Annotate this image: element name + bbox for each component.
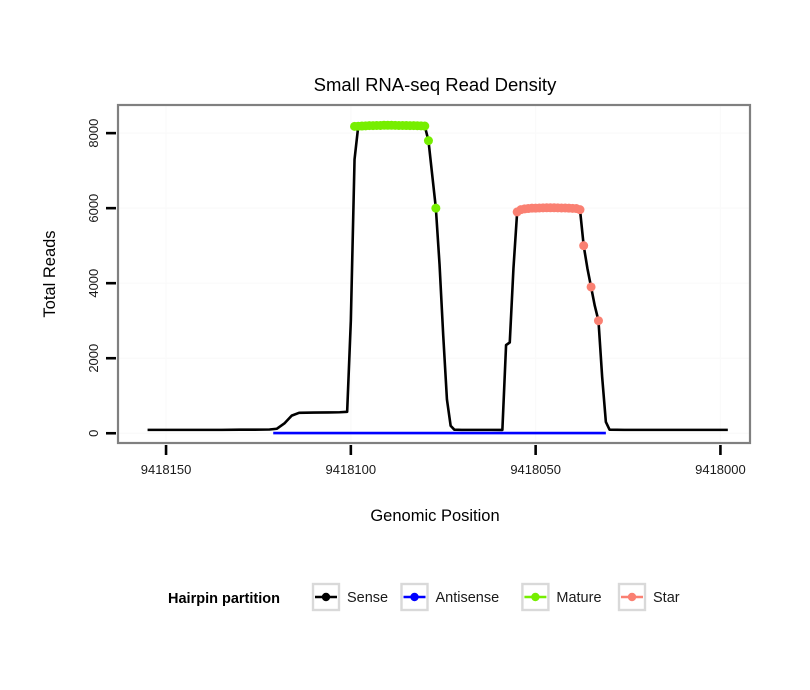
legend-entries[interactable]: Sense Antisense Mature Star <box>311 582 680 612</box>
legend-key-dot-mature <box>531 592 540 602</box>
data-series-layer <box>147 120 728 435</box>
y-tick-label-0: 0 <box>86 430 101 437</box>
series-mature <box>350 120 441 213</box>
x-axis-title: Genomic Position <box>370 507 499 525</box>
legend-label-sense: Sense <box>347 590 388 606</box>
y-tick-label-1: 2000 <box>86 344 101 373</box>
legend-key-dot-antisense <box>410 592 419 602</box>
y-axis: 0 2000 4000 6000 8000 <box>86 119 116 437</box>
chart-legend[interactable]: Hairpin partition Sense Antisense Mature St… <box>168 582 680 612</box>
legend-entry-antisense[interactable]: Antisense <box>400 582 500 612</box>
y-axis-title: Total Reads <box>41 230 59 317</box>
legend-title: Hairpin partition <box>168 591 280 607</box>
legend-entry-star[interactable]: Star <box>617 582 680 612</box>
marker-mature-20 <box>423 136 433 146</box>
marker-mature-21 <box>431 203 441 213</box>
marker-star-17 <box>575 205 585 215</box>
legend-key-dot-star <box>627 592 637 602</box>
chart-title: Small RNA-seq Read Density <box>314 74 557 95</box>
marker-star-18 <box>579 241 589 251</box>
legend-entry-sense[interactable]: Sense <box>311 582 388 612</box>
series-sense <box>147 123 728 432</box>
legend-label-mature: Mature <box>556 590 601 606</box>
legend-label-star: Star <box>653 590 680 606</box>
series-line-sense <box>147 123 728 432</box>
legend-key-dot-sense <box>321 592 331 602</box>
plot-panel-background <box>118 105 750 443</box>
x-tick-label-1: 9418100 <box>326 462 377 477</box>
x-tick-label-0: 9418150 <box>141 462 192 477</box>
plot-panel-border <box>116 103 752 445</box>
x-tick-label-3: 9418000 <box>695 462 746 477</box>
y-tick-label-4: 8000 <box>86 119 101 148</box>
legend-label-antisense: Antisense <box>436 590 500 606</box>
series-star <box>512 203 603 326</box>
y-tick-label-3: 6000 <box>86 194 101 223</box>
x-axis: 9418150 9418100 9418050 9418000 <box>141 445 746 477</box>
marker-star-20 <box>593 316 603 326</box>
marker-star-19 <box>586 282 596 292</box>
x-tick-label-2: 9418050 <box>510 462 561 477</box>
legend-entry-mature[interactable]: Mature <box>521 582 602 612</box>
y-tick-label-2: 4000 <box>86 269 101 298</box>
marker-mature-19 <box>420 121 430 131</box>
